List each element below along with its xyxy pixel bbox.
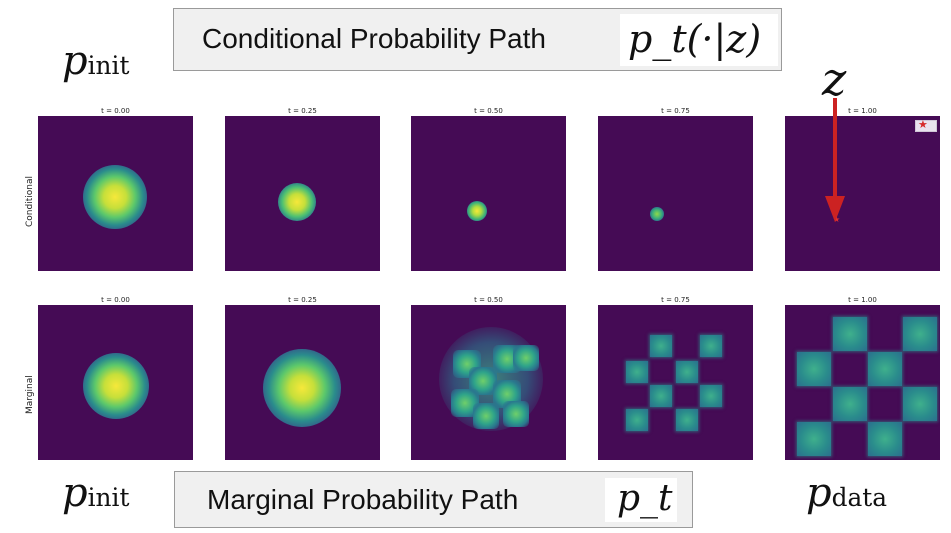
panel-title: t = 0.00 bbox=[101, 107, 130, 115]
marginal-path-math: p_t bbox=[617, 478, 673, 519]
row-label-conditional: Conditional bbox=[25, 176, 35, 227]
checker-square bbox=[903, 387, 937, 421]
z-label: z bbox=[822, 52, 847, 106]
p-init-bottom-subscript: init bbox=[87, 483, 130, 512]
conditional-panel-t1: ★ ★ bbox=[785, 116, 940, 271]
star-icon: ★ bbox=[918, 118, 928, 131]
conditional-panel-t075 bbox=[598, 116, 753, 271]
checker-square bbox=[626, 361, 648, 383]
marginal-panel-t025 bbox=[225, 305, 380, 460]
row-label-marginal: Marginal bbox=[25, 375, 35, 414]
marginal-path-banner: Marginal Probability Path p_t bbox=[174, 471, 693, 528]
p-data-symbol: p bbox=[806, 470, 832, 516]
gaussian-blob bbox=[83, 165, 147, 229]
cluster bbox=[473, 403, 499, 429]
checker-square bbox=[700, 335, 722, 357]
p-init-bottom-symbol: p bbox=[62, 470, 88, 516]
p-init-top: pinit bbox=[62, 38, 129, 84]
checker-square bbox=[797, 422, 831, 456]
checker-square bbox=[833, 317, 867, 351]
checker-square bbox=[797, 352, 831, 386]
gaussian-blob bbox=[467, 201, 487, 221]
checker-square bbox=[833, 387, 867, 421]
conditional-path-banner: Conditional Probability Path p_t(·|z) bbox=[173, 8, 782, 71]
checker-square bbox=[700, 385, 722, 407]
conditional-panel-t0 bbox=[38, 116, 193, 271]
panel-title: t = 0.50 bbox=[474, 296, 503, 304]
marginal-panel-t1 bbox=[785, 305, 940, 460]
conditional-panel-t05 bbox=[411, 116, 566, 271]
p-init-bottom: pinit bbox=[62, 470, 129, 516]
panel-title: t = 0.25 bbox=[288, 107, 317, 115]
marginal-path-math-box: p_t bbox=[605, 478, 677, 522]
panel-title: t = 0.75 bbox=[661, 107, 690, 115]
panel-title: t = 0.75 bbox=[661, 296, 690, 304]
panel-title: t = 0.00 bbox=[101, 296, 130, 304]
conditional-path-math-box: p_t(·|z) bbox=[620, 14, 778, 66]
target-point-icon: ★ bbox=[833, 215, 841, 224]
checker-square bbox=[626, 409, 648, 431]
marginal-panel-t0 bbox=[38, 305, 193, 460]
panel-title: t = 1.00 bbox=[848, 107, 877, 115]
checker-square bbox=[868, 422, 902, 456]
checker-square bbox=[676, 361, 698, 383]
gaussian-blob bbox=[650, 207, 664, 221]
checker-square bbox=[868, 352, 902, 386]
checker-square bbox=[650, 385, 672, 407]
marginal-panel-t05 bbox=[411, 305, 566, 460]
gaussian-blob bbox=[278, 183, 316, 221]
gaussian-blob bbox=[263, 349, 341, 427]
marginal-path-label: Marginal Probability Path bbox=[207, 484, 519, 515]
cluster bbox=[503, 401, 529, 427]
panel-title: t = 0.50 bbox=[474, 107, 503, 115]
panel-title: t = 0.25 bbox=[288, 296, 317, 304]
p-init-top-symbol: p bbox=[62, 38, 88, 84]
p-data-subscript: data bbox=[831, 483, 888, 512]
cluster bbox=[513, 345, 539, 371]
checker-square bbox=[676, 409, 698, 431]
panel-title: t = 1.00 bbox=[848, 296, 877, 304]
checker-square bbox=[650, 335, 672, 357]
conditional-path-label: Conditional Probability Path bbox=[202, 23, 546, 54]
conditional-path-math: p_t(·|z) bbox=[628, 17, 762, 61]
p-data-label: pdata bbox=[806, 470, 887, 516]
gaussian-blob bbox=[83, 353, 149, 419]
marginal-panel-t075 bbox=[598, 305, 753, 460]
conditional-panel-t025 bbox=[225, 116, 380, 271]
legend-box: ★ bbox=[915, 118, 937, 132]
checker-square bbox=[903, 317, 937, 351]
p-init-top-subscript: init bbox=[87, 51, 130, 80]
